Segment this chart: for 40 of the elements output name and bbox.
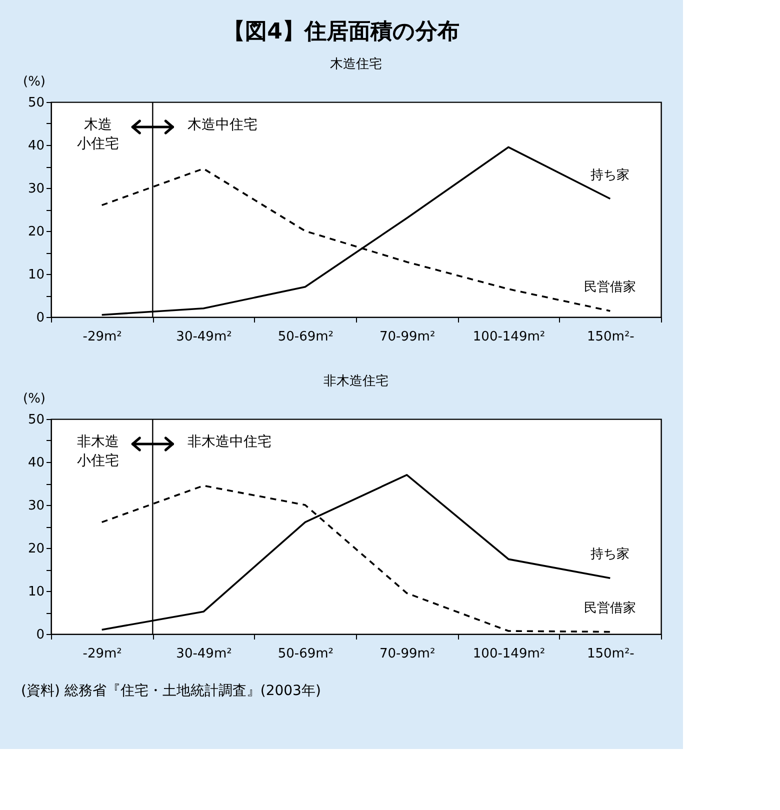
- y-tick-label: 0: [36, 310, 44, 326]
- x-tick-label: 50-69m²: [278, 330, 334, 344]
- annotation: 小住宅: [76, 136, 119, 152]
- y-axis-title: (%): [23, 392, 46, 406]
- y-tick-label: 10: [28, 584, 44, 600]
- y-tick-label: 0: [36, 628, 44, 642]
- text: (資料) 総務省『住宅・土地統計調査』(2003年): [21, 683, 321, 699]
- x-tick-label: -29m²: [82, 646, 122, 662]
- y-tick-label: 30: [28, 182, 44, 196]
- chart-subtitle: 非木造住宅: [324, 373, 388, 389]
- annotation: 小住宅: [76, 453, 119, 469]
- y-tick-label: 50: [28, 96, 44, 110]
- y-tick-label: 20: [28, 224, 44, 240]
- x-tick-label: 70-99m²: [380, 330, 436, 344]
- chart-title: 【図4】住居面積の分布: [223, 19, 460, 44]
- annotation: 非木造中住宅: [188, 434, 272, 450]
- y-tick-label: 10: [28, 268, 44, 282]
- series-label: 民営借家: [584, 600, 636, 616]
- series-label: 民営借家: [584, 278, 636, 295]
- chart-subtitle: 木造住宅: [330, 56, 382, 72]
- x-tick-label: 70-99m²: [380, 646, 436, 662]
- annotation: 木造: [84, 117, 112, 133]
- x-tick-label: 30-49m²: [176, 330, 232, 344]
- x-tick-label: 50-69m²: [278, 646, 334, 662]
- y-axis-title: (%): [23, 74, 46, 90]
- series-label: 持ち家: [590, 166, 630, 183]
- y-tick-label: 50: [28, 412, 44, 428]
- x-tick-label: -29m²: [82, 330, 122, 344]
- y-tick-label: 30: [28, 498, 44, 514]
- y-tick-label: 40: [28, 138, 44, 154]
- x-tick-label: 150m²-: [586, 330, 635, 344]
- x-tick-label: 30-49m²: [176, 646, 232, 662]
- x-tick-label: 100-149m²: [472, 330, 546, 344]
- annotation: 木造中住宅: [188, 117, 258, 133]
- x-tick-label: 150m²-: [586, 646, 635, 662]
- series-label: 持ち家: [590, 546, 630, 562]
- y-tick-label: 20: [28, 542, 44, 556]
- x-tick-label: 100-149m²: [472, 646, 546, 662]
- annotation: 非木造: [76, 434, 119, 450]
- y-tick-label: 40: [28, 456, 44, 470]
